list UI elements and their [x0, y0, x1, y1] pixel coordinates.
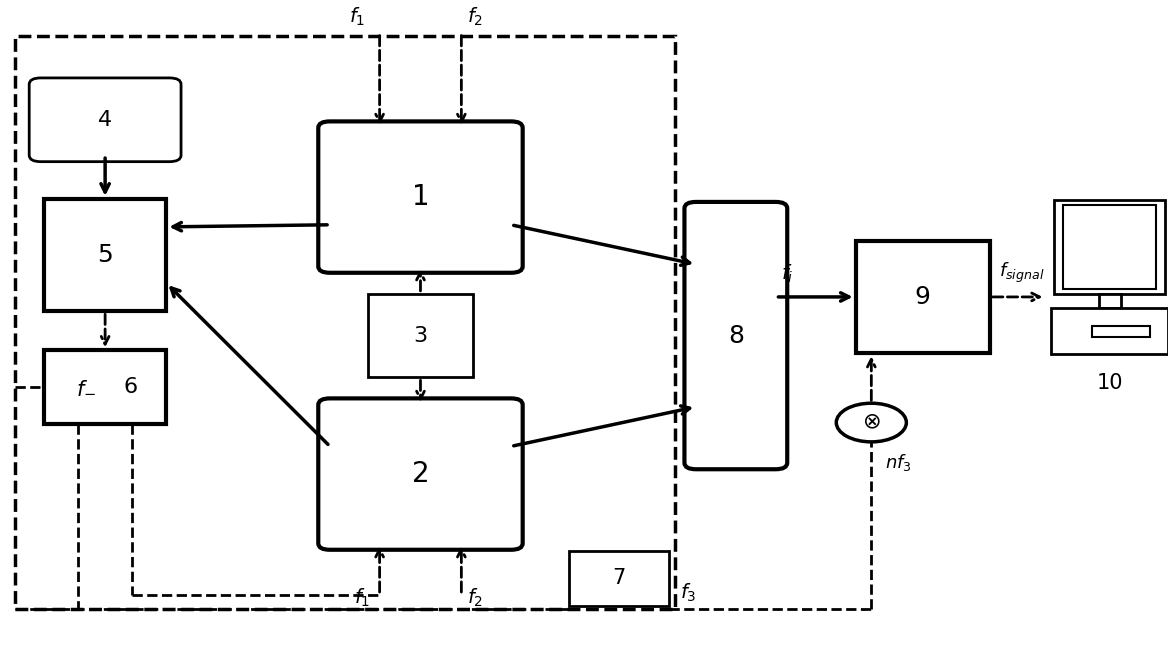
Bar [1098, 294, 1120, 308]
Bar [15, 36, 675, 609]
Text: $f_1$: $f_1$ [354, 587, 370, 609]
Bar [44, 350, 166, 424]
Text: $f_{\!-}$: $f_{\!-}$ [76, 377, 97, 397]
Text: $f_i$: $f_i$ [781, 263, 794, 285]
Bar [1063, 205, 1155, 288]
FancyBboxPatch shape [318, 399, 522, 550]
Text: $f_{signal}$: $f_{signal}$ [1000, 261, 1045, 285]
Text: 4: 4 [98, 110, 112, 130]
Text: 10: 10 [1097, 373, 1122, 393]
FancyBboxPatch shape [318, 121, 522, 273]
Text: $nf_3$: $nf_3$ [885, 452, 912, 472]
Bar [1092, 327, 1150, 337]
Text: 1: 1 [411, 183, 430, 211]
Bar [368, 294, 473, 377]
Text: $f_2$: $f_2$ [467, 587, 484, 609]
Text: $f_3$: $f_3$ [680, 582, 697, 605]
Text: 2: 2 [411, 460, 430, 488]
Bar [1054, 200, 1164, 294]
FancyBboxPatch shape [684, 202, 787, 469]
Text: 3: 3 [413, 325, 427, 345]
Text: 5: 5 [97, 243, 113, 267]
Text: $f_1$: $f_1$ [349, 5, 366, 28]
Bar [570, 551, 668, 606]
Text: $f_2$: $f_2$ [467, 5, 484, 28]
Bar [44, 199, 166, 312]
Text: 8: 8 [728, 323, 744, 347]
FancyBboxPatch shape [29, 78, 181, 161]
Bar [1051, 308, 1168, 354]
Text: $\otimes$: $\otimes$ [862, 413, 881, 433]
Bar [855, 240, 990, 353]
Text: 9: 9 [915, 285, 931, 309]
Text: 6: 6 [124, 377, 138, 397]
Text: 7: 7 [612, 568, 626, 588]
